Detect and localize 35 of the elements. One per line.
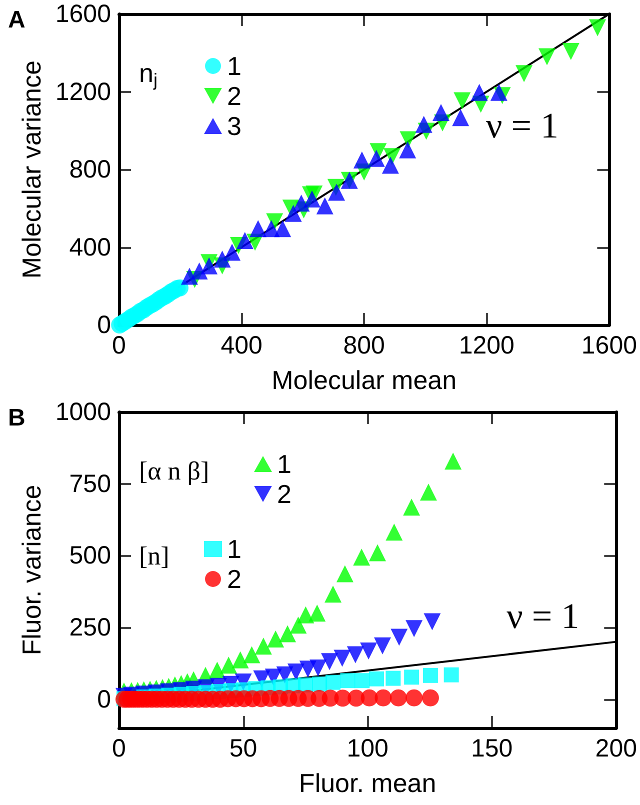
y-axis-title: Molecular variance	[16, 60, 46, 279]
legend-label: 2	[227, 564, 242, 594]
annotation: [α n β]	[139, 456, 210, 486]
y-tick-label: 500	[69, 542, 111, 570]
annotation: [n]	[139, 542, 170, 570]
x-tick-label: 1600	[581, 332, 638, 360]
legend-label: 1	[227, 51, 242, 81]
y-axis-title: Fluor. variance	[16, 484, 46, 656]
legend-label: 2	[227, 81, 242, 111]
chart-title: A	[8, 6, 26, 34]
legend-label: 1	[277, 449, 292, 479]
y-tick-label: 250	[69, 613, 111, 642]
x-tick-label: 200	[595, 734, 638, 762]
x-axis-title: Molecular mean	[272, 365, 457, 395]
y-tick-label: 0	[97, 685, 111, 714]
y-tick-label: 400	[69, 233, 111, 262]
legend-label: 3	[227, 111, 242, 141]
x-tick-label: 150	[471, 734, 513, 762]
chart-title: B	[8, 404, 26, 432]
x-tick-label: 400	[220, 332, 262, 360]
y-tick-label: 1600	[55, 0, 111, 28]
y-tick-label: 1000	[55, 398, 111, 426]
x-tick-label: 1200	[458, 332, 514, 360]
x-tick-label: 50	[229, 734, 258, 762]
x-tick-label: 100	[346, 734, 388, 762]
y-tick-label: 750	[69, 470, 111, 498]
x-axis-title: Fluor. mean	[298, 768, 436, 798]
y-tick-label: 0	[97, 311, 111, 339]
legend-label: 1	[227, 534, 242, 564]
series-label: ν = 1	[486, 106, 559, 146]
x-tick-label: 800	[343, 332, 385, 360]
series-label: ν = 1	[506, 596, 580, 636]
y-tick-label: 1200	[55, 78, 111, 106]
legend-label: 2	[277, 479, 292, 509]
y-tick-label: 800	[69, 156, 111, 184]
